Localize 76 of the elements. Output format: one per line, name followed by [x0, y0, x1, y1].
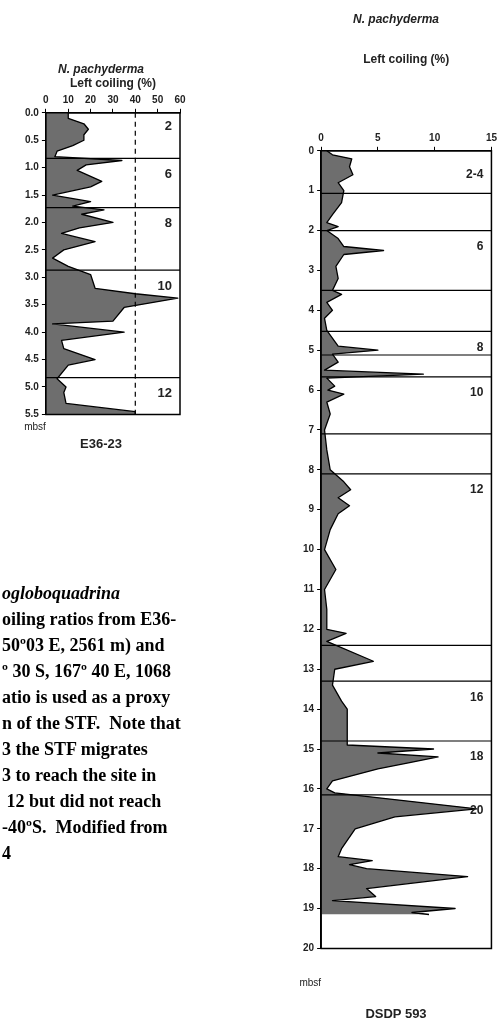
y-tick-label: 0.5 — [25, 133, 40, 145]
y-tick-label: 3.5 — [25, 298, 40, 310]
text: ogloboquadrina — [2, 582, 122, 605]
annotation: 12 — [157, 385, 172, 401]
annotation: 6 — [476, 238, 484, 253]
annotation: 16 — [470, 689, 484, 704]
y-tick-label: 18 — [303, 862, 315, 874]
annotation: 2 — [164, 118, 172, 134]
chart-title: N. pachyderma — [57, 61, 145, 76]
x-axis-title: Left coiling (%) — [69, 75, 156, 90]
y-tick-label: 3.0 — [25, 271, 40, 283]
y-tick-label: 15 — [303, 742, 315, 754]
y-tick-label: 4.5 — [25, 353, 40, 365]
y-tick-label: 5 — [308, 343, 315, 355]
text: DSDP 593 — [365, 1005, 427, 1021]
annotation: 10 — [157, 277, 172, 293]
text: 3 to reach the site in — [2, 764, 158, 787]
y-tick-label: 6 — [308, 383, 315, 395]
text: n of the STF. Note that — [2, 712, 182, 735]
x-tick-label: 50 — [152, 93, 164, 105]
x-tick-label: 60 — [174, 93, 186, 105]
x-tick-label: 20 — [85, 93, 97, 105]
annotation: 2-4 — [466, 167, 484, 182]
y-tick-label: 0 — [308, 144, 315, 156]
y-axis-title: mbsf — [24, 421, 47, 433]
y-tick-label: 5.0 — [25, 380, 40, 392]
x-tick-label: 30 — [107, 93, 119, 105]
annotation: 18 — [470, 749, 484, 764]
x-tick-label: 5 — [375, 131, 382, 143]
text: 12 but did not reach — [5, 790, 163, 813]
y-axis-title: mbsf — [299, 977, 322, 989]
text: -40ºS. Modified from — [2, 816, 169, 839]
y-tick-label: 1 — [308, 184, 315, 196]
x-tick-label: 10 — [62, 93, 75, 105]
text: oiling ratios from E36- — [2, 608, 178, 631]
text: 3 the STF migrates — [2, 738, 149, 761]
y-tick-label: 2.0 — [25, 216, 40, 228]
y-tick-label: 2 — [308, 224, 315, 236]
y-tick-label: 3 — [308, 264, 315, 276]
text: º 30 S, 167º 40 E, 1068 — [2, 660, 172, 683]
y-tick-label: 8 — [308, 463, 315, 475]
annotation: 10 — [470, 385, 484, 400]
x-tick-label: 40 — [129, 93, 142, 105]
y-tick-label: 10 — [303, 543, 315, 555]
x-tick-label: 10 — [429, 131, 441, 143]
annotation: 8 — [164, 215, 172, 231]
x-tick-label: 0 — [318, 131, 325, 143]
y-tick-label: 19 — [303, 902, 315, 914]
text: atio is used as a proxy — [2, 686, 172, 709]
y-tick-label: 16 — [303, 782, 315, 794]
x-tick-label: 15 — [485, 131, 498, 143]
text: 4 — [2, 842, 12, 865]
y-tick-label: 17 — [303, 822, 315, 834]
y-tick-label: 0.0 — [25, 106, 40, 118]
chart-title: N. pachyderma — [352, 11, 440, 26]
annotation: 6 — [164, 165, 172, 181]
y-tick-label: 14 — [303, 702, 315, 714]
annotation: 8 — [476, 339, 484, 354]
y-tick-label: 13 — [303, 662, 315, 674]
y-tick-label: 4 — [308, 304, 315, 316]
x-tick-label: 0 — [43, 93, 50, 105]
y-tick-label: 1.5 — [25, 188, 40, 200]
y-tick-label: 5.5 — [25, 408, 40, 420]
text: 50º03 E, 2561 m) and — [2, 634, 166, 657]
x-axis-title: Left coiling (%) — [363, 51, 450, 66]
text: E36-23 — [80, 435, 122, 451]
y-tick-label: 4.0 — [25, 325, 40, 337]
y-tick-label: 2.5 — [25, 243, 40, 255]
y-tick-label: 1.0 — [25, 161, 40, 173]
annotation: 20 — [470, 803, 484, 818]
y-tick-label: 20 — [303, 942, 315, 954]
y-tick-label: 11 — [303, 583, 315, 595]
y-tick-label: 12 — [303, 623, 315, 635]
y-tick-label: 9 — [308, 503, 315, 515]
annotation: 12 — [470, 482, 484, 497]
y-tick-label: 7 — [308, 423, 315, 435]
